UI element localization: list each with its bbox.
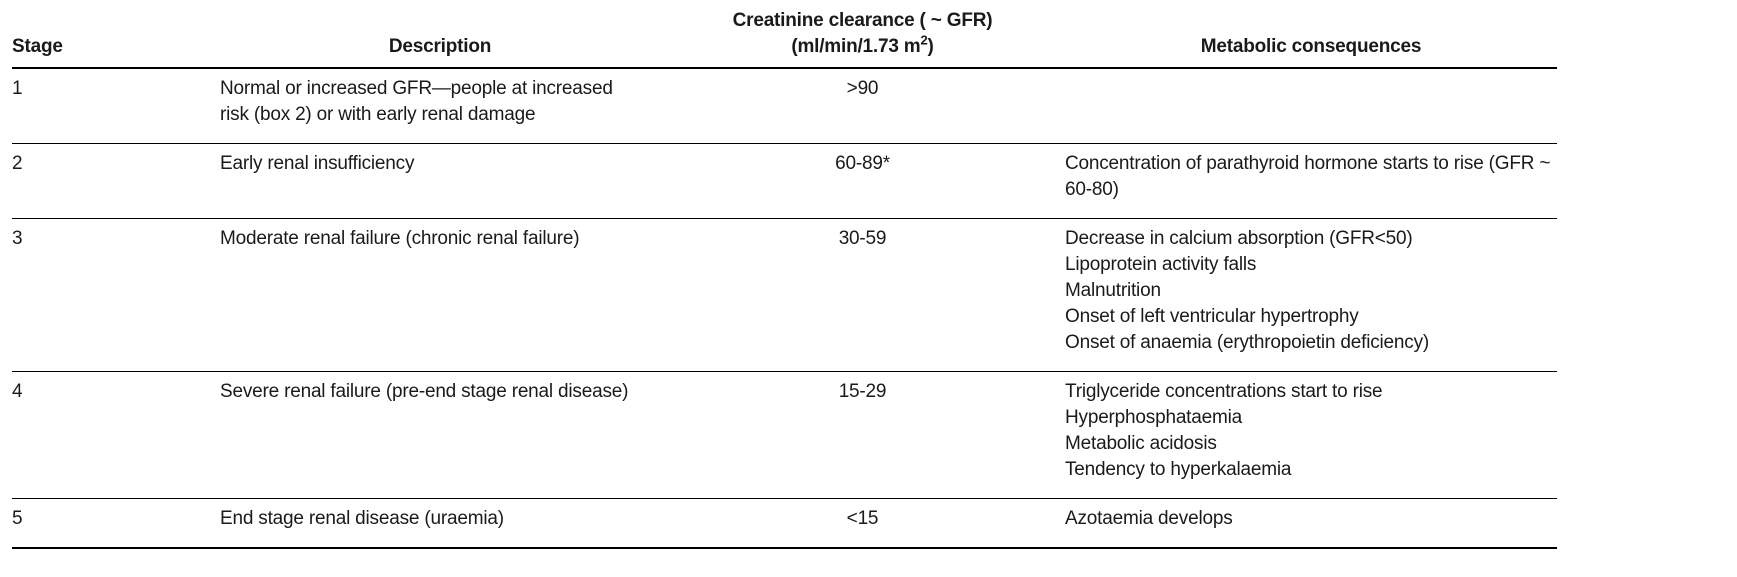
consequences-cell: Decrease in calcium absorption (GFR<50) … [1065, 218, 1557, 372]
table-row-stage-5: 5 End stage renal disease (uraemia) <15 … [12, 498, 1557, 549]
stage-cell: 5 [12, 498, 220, 549]
stage-cell: 1 [12, 68, 220, 144]
header-description: Description [220, 8, 660, 69]
clearance-cell: <15 [660, 498, 1065, 549]
header-clearance-line1: Creatinine clearance ( ~ GFR) [732, 10, 993, 31]
header-stage: Stage [12, 8, 220, 69]
consequence-line: Onset of anaemia (erythropoietin deficie… [1065, 332, 1430, 353]
clearance-cell: 30-59 [660, 218, 1065, 372]
table-header: Stage Description Creatinine clearance (… [12, 8, 1557, 69]
consequence-line: Triglyceride concentrations start to ris… [1065, 381, 1383, 402]
description-cell: Early renal insufficiency [220, 143, 660, 219]
table-body: 1 Normal or increased GFR—people at incr… [12, 68, 1557, 549]
consequence-line: Malnutrition [1065, 280, 1161, 301]
consequence-line: Concentration of parathyroid hormone sta… [1065, 153, 1551, 200]
consequence-line: Metabolic acidosis [1065, 433, 1217, 454]
header-creatinine-clearance: Creatinine clearance ( ~ GFR) (ml/min/1.… [660, 8, 1065, 69]
header-metabolic-consequences: Metabolic consequences [1065, 8, 1557, 69]
clearance-cell: 15-29 [660, 371, 1065, 499]
table-row-stage-3: 3 Moderate renal failure (chronic renal … [12, 218, 1557, 372]
description-cell: Normal or increased GFR—people at increa… [220, 68, 660, 144]
description-cell: End stage renal disease (uraemia) [220, 498, 660, 549]
consequences-cell [1065, 68, 1557, 144]
consequences-cell: Triglyceride concentrations start to ris… [1065, 371, 1557, 499]
stage-cell: 2 [12, 143, 220, 219]
table-row-stage-1: 1 Normal or increased GFR—people at incr… [12, 68, 1557, 144]
consequences-cell: Azotaemia develops [1065, 498, 1557, 549]
description-cell: Moderate renal failure (chronic renal fa… [220, 218, 660, 372]
consequence-line: Hyperphosphataemia [1065, 407, 1243, 428]
consequence-line: Tendency to hyperkalaemia [1065, 459, 1292, 480]
header-clearance-line2: (ml/min/1.73 m2) [791, 32, 934, 57]
stage-cell: 4 [12, 371, 220, 499]
consequences-cell: Concentration of parathyroid hormone sta… [1065, 143, 1557, 219]
table-row-stage-4: 4 Severe renal failure (pre-end stage re… [12, 371, 1557, 499]
clearance-cell: 60-89* [660, 143, 1065, 219]
consequence-line: Onset of left ventricular hypertrophy [1065, 306, 1359, 327]
description-cell: Severe renal failure (pre-end stage rena… [220, 371, 660, 499]
consequence-line: Decrease in calcium absorption (GFR<50) [1065, 228, 1413, 249]
consequence-line: Azotaemia develops [1065, 508, 1233, 529]
ckd-stages-table: Stage Description Creatinine clearance (… [12, 8, 1557, 549]
superscript-2: 2 [920, 32, 928, 48]
table-row-stage-2: 2 Early renal insufficiency 60-89* Conce… [12, 143, 1557, 219]
consequence-line: Lipoprotein activity falls [1065, 254, 1257, 275]
clearance-cell: >90 [660, 68, 1065, 144]
stage-cell: 3 [12, 218, 220, 372]
